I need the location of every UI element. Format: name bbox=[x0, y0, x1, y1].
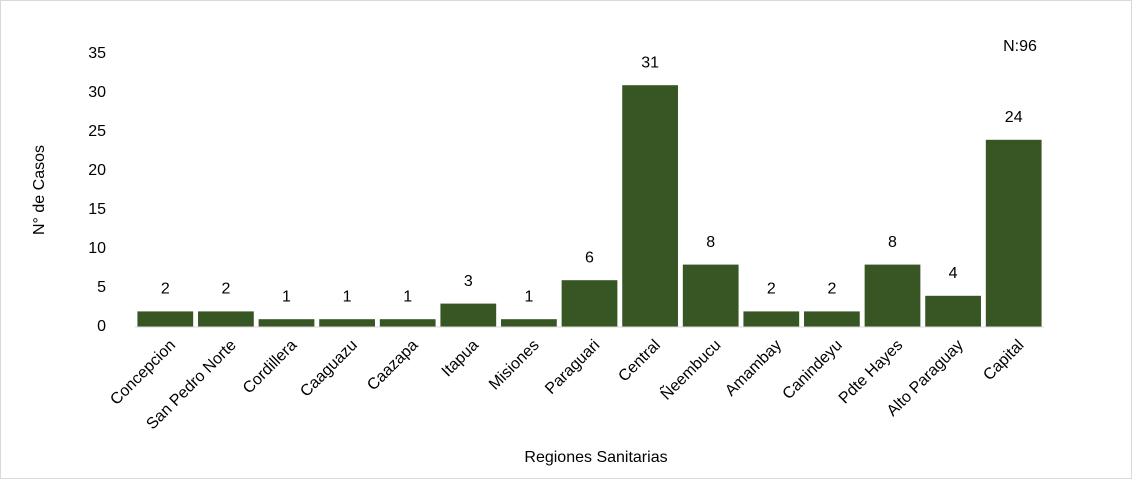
bar bbox=[682, 264, 739, 327]
bar bbox=[319, 319, 375, 327]
x-axis-label: Regiones Sanitarias bbox=[524, 449, 667, 466]
data-label: 1 bbox=[343, 288, 352, 305]
y-tick-label: 5 bbox=[97, 279, 106, 296]
bar bbox=[501, 319, 557, 327]
data-label: 1 bbox=[524, 288, 533, 305]
y-tick-label: 10 bbox=[88, 240, 106, 257]
data-label: 3 bbox=[464, 273, 473, 290]
data-label: 4 bbox=[949, 265, 958, 282]
y-tick-label: 35 bbox=[88, 45, 106, 62]
bar bbox=[743, 311, 800, 327]
data-label: 2 bbox=[767, 281, 776, 298]
y-tick-label: 20 bbox=[88, 162, 106, 179]
data-label: 8 bbox=[888, 234, 897, 251]
data-label: 6 bbox=[585, 249, 594, 266]
data-label: 31 bbox=[641, 54, 659, 71]
bar bbox=[622, 85, 678, 327]
data-label: 2 bbox=[221, 281, 230, 298]
y-tick-label: 0 bbox=[97, 318, 106, 335]
y-tick-label: 25 bbox=[88, 123, 106, 140]
bar bbox=[925, 295, 981, 327]
y-tick-label: 15 bbox=[88, 201, 106, 218]
y-tick-label: 30 bbox=[88, 84, 106, 101]
bar bbox=[864, 264, 921, 327]
bar bbox=[985, 139, 1042, 327]
bar bbox=[561, 280, 618, 327]
bar bbox=[804, 311, 860, 327]
data-label: 1 bbox=[403, 288, 412, 305]
bar bbox=[440, 303, 497, 327]
data-label: 8 bbox=[706, 234, 715, 251]
data-label: 2 bbox=[161, 281, 170, 298]
annotation: N:96 bbox=[1003, 38, 1037, 55]
bar bbox=[379, 319, 436, 327]
data-label: 24 bbox=[1005, 109, 1023, 126]
bar bbox=[258, 319, 315, 327]
data-label: 1 bbox=[282, 288, 291, 305]
data-label: 2 bbox=[827, 281, 836, 298]
bar bbox=[137, 311, 194, 327]
bar bbox=[198, 311, 254, 327]
y-axis-label: N° de Casos bbox=[31, 145, 48, 235]
